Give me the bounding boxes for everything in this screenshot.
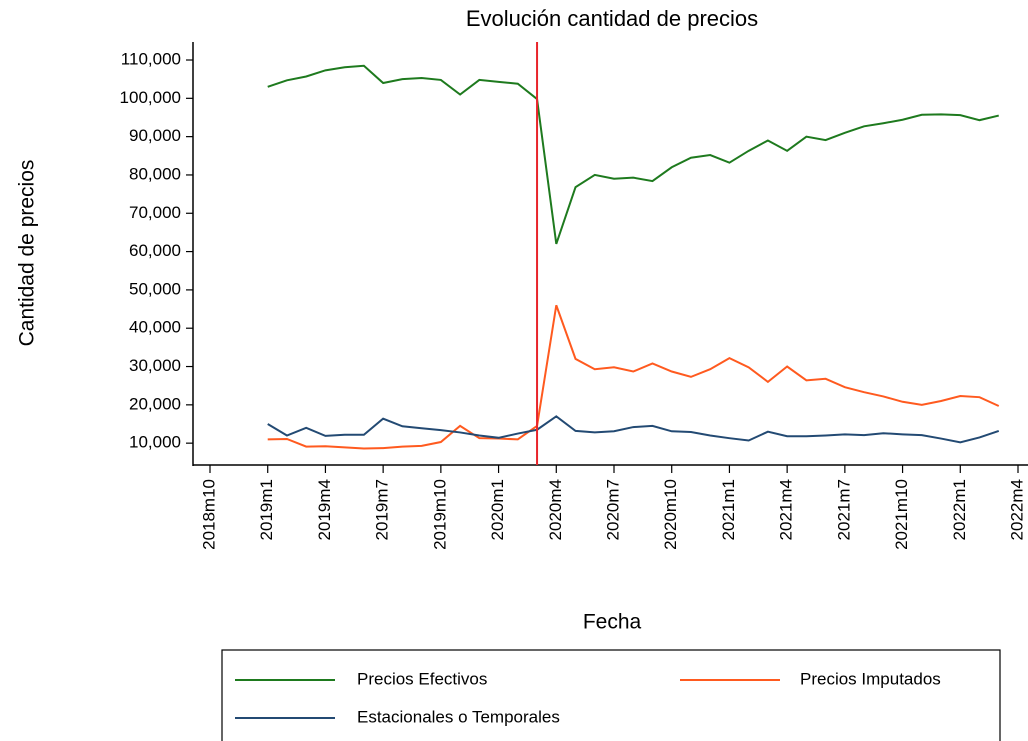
legend-label: Precios Imputados bbox=[800, 669, 941, 688]
legend-label: Precios Efectivos bbox=[357, 669, 487, 688]
x-axis-label: Fecha bbox=[583, 611, 642, 634]
x-tick-label: 2019m1 bbox=[257, 479, 276, 540]
x-tick-label: 2019m10 bbox=[430, 479, 449, 550]
x-tick-label: 2020m10 bbox=[661, 479, 680, 550]
x-tick-label: 2018m10 bbox=[199, 479, 218, 550]
x-tick-label: 2021m10 bbox=[892, 479, 911, 550]
y-tick-label: 20,000 bbox=[129, 394, 181, 413]
y-tick-label: 110,000 bbox=[121, 49, 181, 68]
x-tick-label: 2021m1 bbox=[719, 479, 738, 540]
chart-title: Evolución cantidad de precios bbox=[466, 6, 758, 31]
x-tick-label: 2022m4 bbox=[1007, 479, 1026, 540]
y-tick-label: 30,000 bbox=[129, 356, 181, 375]
y-axis-label: Cantidad de precios bbox=[16, 160, 39, 347]
x-tick-label: 2021m4 bbox=[777, 479, 796, 540]
x-tick-label: 2020m1 bbox=[488, 479, 507, 540]
legend-label: Estacionales o Temporales bbox=[357, 707, 560, 726]
legend bbox=[221, 649, 1001, 741]
y-tick-label: 100,000 bbox=[120, 88, 181, 107]
x-tick-label: 2021m7 bbox=[834, 479, 853, 540]
y-tick-label: 60,000 bbox=[129, 241, 181, 260]
y-tick-label: 80,000 bbox=[129, 164, 181, 183]
line-series bbox=[267, 415, 1000, 444]
y-tick-label: 50,000 bbox=[129, 279, 181, 298]
x-tick-label: 2020m4 bbox=[546, 479, 565, 540]
x-tick-label: 2019m4 bbox=[315, 479, 334, 540]
line-series bbox=[267, 64, 999, 245]
y-tick-label: 10,000 bbox=[129, 433, 181, 452]
y-tick-label: 70,000 bbox=[129, 203, 181, 222]
x-tick-label: 2022m1 bbox=[950, 479, 969, 540]
x-tick-label: 2020m7 bbox=[603, 479, 622, 540]
x-tick-label: 2019m7 bbox=[373, 479, 392, 540]
y-tick-label: 90,000 bbox=[129, 126, 181, 145]
line-series bbox=[267, 304, 1000, 450]
y-tick-label: 40,000 bbox=[129, 318, 181, 337]
